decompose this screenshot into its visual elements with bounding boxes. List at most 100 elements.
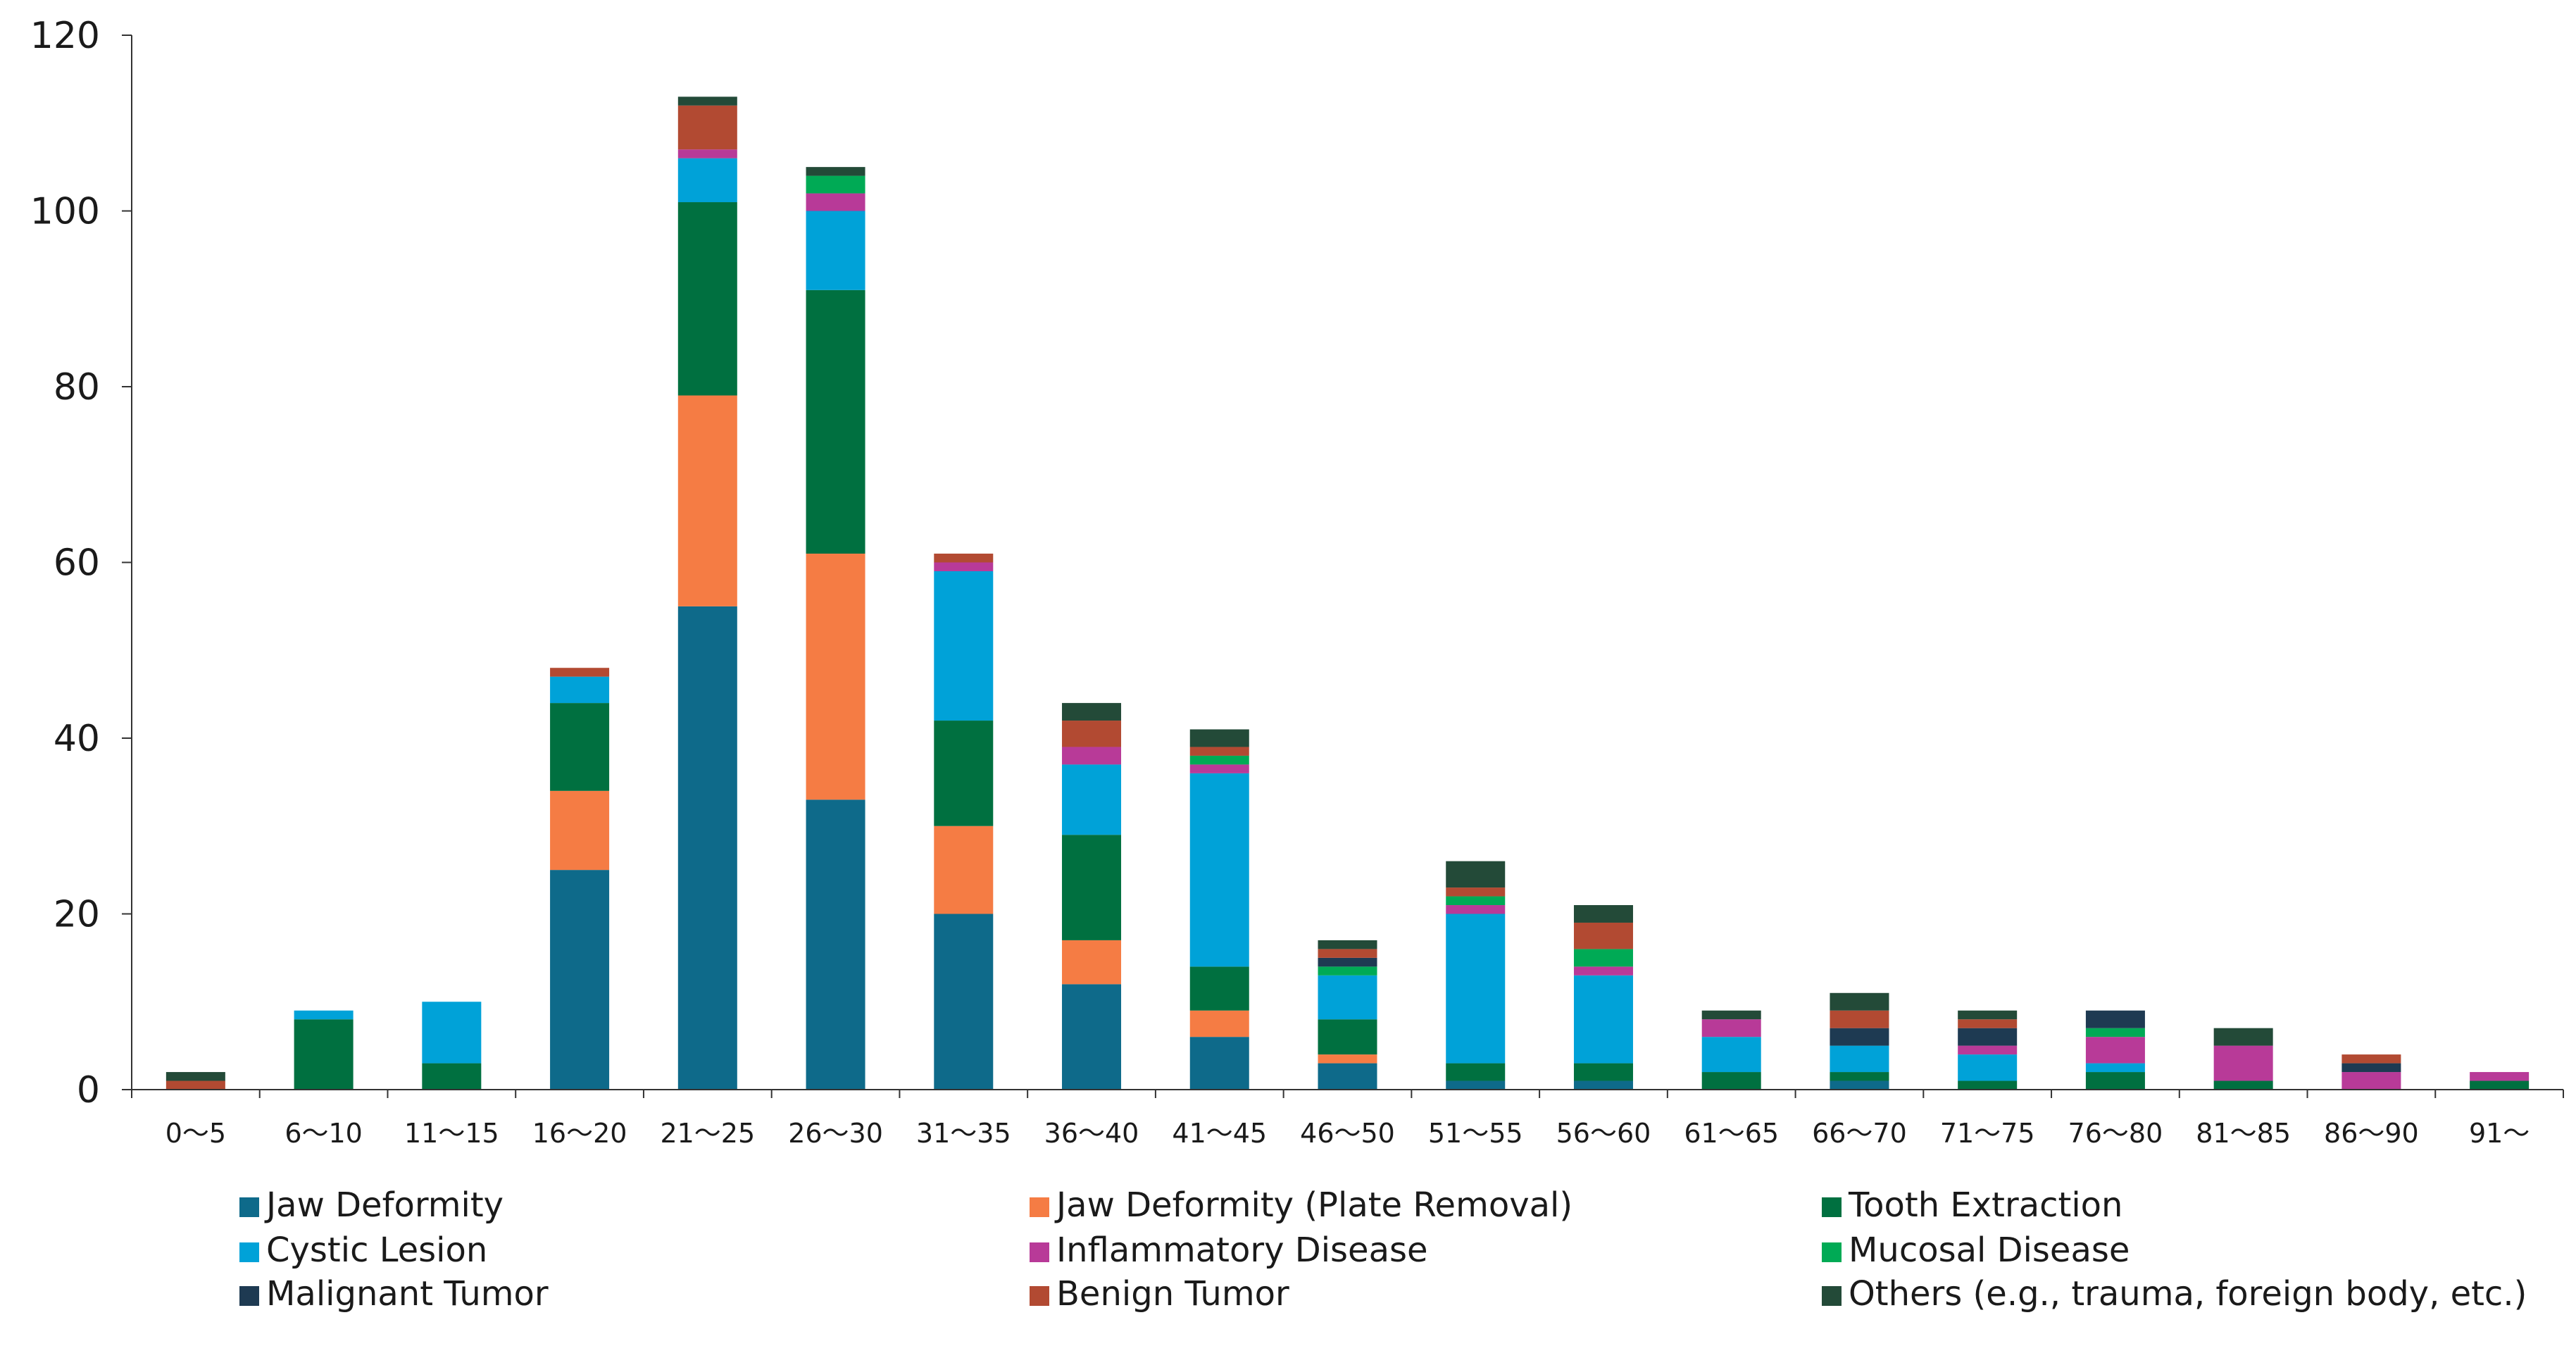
bar-segment-jaw-deformity: 31～35 — Jaw Deformity: 20 (934, 914, 994, 1090)
legend-swatch (1822, 1286, 1842, 1306)
legend-label: Inflammatory Disease (1056, 1230, 1428, 1270)
bar-segment-cystic-lesion: 16～20 — Cystic Lesion: 3 (550, 676, 610, 704)
bar-segment-tooth-extraction: 66～70 — Tooth Extraction: 1 (1830, 1072, 1889, 1081)
bar-segment-tooth-extraction: 51～55 — Tooth Extraction: 2 (1446, 1063, 1506, 1081)
bar-segment-inflammatory-disease: 76～80 — Inflammatory Disease: 3 (2085, 1037, 2145, 1064)
bar-segment-malignant-tumor: 46～50 — Malignant Tumor: 1 (1318, 957, 1377, 967)
y-tick-label: 0 (77, 1069, 100, 1111)
bar-segment-inflammatory-disease: 51～55 — Inflammatory Disease: 1 (1446, 905, 1506, 914)
bar-segment-others-e-g-trauma-foreign-body-etc: 51～55 — Others (e.g., trauma, foreign bo… (1446, 861, 1506, 888)
legend: Jaw Deformity Jaw Deformity (Plate Remova… (239, 1185, 2527, 1314)
bar-segment-benign-tumor: 16～20 — Benign Tumor: 1 (550, 668, 610, 677)
x-tick-label: 0～5 (165, 1118, 226, 1149)
bar-segment-tooth-extraction: 61～65 — Tooth Extraction: 2 (1701, 1072, 1761, 1090)
bar-segment-benign-tumor: 71～75 — Benign Tumor: 1 (1958, 1019, 2018, 1028)
legend-item: Jaw Deformity (239, 1185, 504, 1225)
bar-segment-jaw-deformity-plate-removal: 26～30 — Jaw Deformity (Plate Removal): 2… (806, 554, 865, 800)
bar-segment-inflammatory-disease: 91～ — Inflammatory Disease: 1 (2470, 1072, 2530, 1081)
bar-segment-benign-tumor: 36～40 — Benign Tumor: 3 (1062, 721, 1122, 747)
legend-label: Malignant Tumor (266, 1274, 549, 1314)
legend-swatch (1822, 1197, 1842, 1217)
bar-segment-others-e-g-trauma-foreign-body-etc: 66～70 — Others (e.g., trauma, foreign bo… (1830, 992, 1889, 1011)
legend-label: Jaw Deformity (264, 1185, 504, 1225)
legend-item: Tooth Extraction (1822, 1185, 2122, 1225)
bar-segment-inflammatory-disease: 71～75 — Inflammatory Disease: 1 (1958, 1045, 2018, 1055)
bar-segment-cystic-lesion: 26～30 — Cystic Lesion: 9 (806, 211, 865, 290)
legend-swatch (239, 1242, 259, 1262)
bar-segment-cystic-lesion: 31～35 — Cystic Lesion: 17 (934, 571, 994, 721)
bar-segment-mucosal-disease: 51～55 — Mucosal Disease: 1 (1446, 896, 1506, 906)
bar-segment-tooth-extraction: 41～45 — Tooth Extraction: 5 (1189, 966, 1249, 1011)
x-tick-label: 81～85 (2196, 1118, 2291, 1149)
legend-label: Others (e.g., trauma, foreign body, etc.… (1849, 1274, 2527, 1314)
bar-segment-others-e-g-trauma-foreign-body-etc: 56～60 — Others (e.g., trauma, foreign bo… (1573, 905, 1633, 923)
legend-label: Benign Tumor (1056, 1274, 1289, 1314)
bar-segment-jaw-deformity: 66～70 — Jaw Deformity: 1 (1830, 1080, 1889, 1090)
bar-segment-jaw-deformity: 41～45 — Jaw Deformity: 6 (1189, 1037, 1249, 1090)
bar-segment-jaw-deformity: 16～20 — Jaw Deformity: 25 (550, 870, 610, 1090)
x-tick-label: 76～80 (2068, 1118, 2163, 1149)
bar-segment-tooth-extraction: 36～40 — Tooth Extraction: 12 (1062, 835, 1122, 940)
bar-segment-benign-tumor: 41～45 — Benign Tumor: 1 (1189, 747, 1249, 756)
bar-segment-jaw-deformity-plate-removal: 16～20 — Jaw Deformity (Plate Removal): 9 (550, 790, 610, 871)
bar-segment-others-e-g-trauma-foreign-body-etc: 21～25 — Others (e.g., trauma, foreign bo… (677, 96, 737, 106)
bar-segment-others-e-g-trauma-foreign-body-etc: 71～75 — Others (e.g., trauma, foreign bo… (1958, 1010, 2018, 1020)
bar-segment-mucosal-disease: 46～50 — Mucosal Disease: 1 (1318, 966, 1377, 976)
bar-segment-inflammatory-disease: 86～90 — Inflammatory Disease: 2 (2341, 1072, 2401, 1090)
y-tick-label: 120 (30, 15, 100, 57)
bar-segment-others-e-g-trauma-foreign-body-etc: 61～65 — Others (e.g., trauma, foreign bo… (1701, 1010, 1761, 1020)
legend-item: Malignant Tumor (239, 1274, 549, 1314)
bar-segment-tooth-extraction: 76～80 — Tooth Extraction: 2 (2085, 1072, 2145, 1090)
bar-segment-jaw-deformity: 26～30 — Jaw Deformity: 33 (806, 799, 865, 1090)
bar-segment-cystic-lesion: 36～40 — Cystic Lesion: 8 (1062, 764, 1122, 835)
x-tick-label: 31～35 (916, 1118, 1011, 1149)
legend-item: Cystic Lesion (239, 1230, 487, 1270)
bar-segment-mucosal-disease: 41～45 — Mucosal Disease: 1 (1189, 755, 1249, 765)
legend-item: Inflammatory Disease (1030, 1230, 1428, 1270)
bar-segment-others-e-g-trauma-foreign-body-etc: 81～85 — Others (e.g., trauma, foreign bo… (2213, 1028, 2273, 1046)
bar-segment-benign-tumor: 31～35 — Benign Tumor: 1 (934, 554, 994, 563)
bar-segment-mucosal-disease: 26～30 — Mucosal Disease: 2 (806, 175, 865, 194)
bar-segment-others-e-g-trauma-foreign-body-etc: 46～50 — Others (e.g., trauma, foreign bo… (1318, 940, 1377, 949)
legend-swatch (1822, 1242, 1842, 1262)
bar-segment-tooth-extraction: 31～35 — Tooth Extraction: 12 (934, 721, 994, 826)
bar-segment-cystic-lesion: 21～25 — Cystic Lesion: 5 (677, 158, 737, 203)
bar-segment-inflammatory-disease: 36～40 — Inflammatory Disease: 2 (1062, 747, 1122, 765)
plot-area: 0～5 — Benign Tumor: 10～5 — Others (e.g.,… (165, 96, 2530, 1090)
y-axis: 0 20 40 60 80 100 120 (30, 15, 132, 1111)
bar-segment-tooth-extraction: 11～15 — Tooth Extraction: 3 (422, 1063, 482, 1090)
bar-segment-others-e-g-trauma-foreign-body-etc: 0～5 — Others (e.g., trauma, foreign body… (165, 1072, 225, 1081)
legend-item: Others (e.g., trauma, foreign body, etc.… (1822, 1274, 2527, 1314)
bar-segment-benign-tumor: 21～25 — Benign Tumor: 5 (677, 105, 737, 150)
bar-segment-benign-tumor: 66～70 — Benign Tumor: 2 (1830, 1010, 1889, 1028)
bar-segment-inflammatory-disease: 56～60 — Inflammatory Disease: 1 (1573, 966, 1633, 976)
legend-label: Jaw Deformity (Plate Removal) (1054, 1185, 1573, 1225)
legend-swatch (239, 1286, 259, 1306)
bar-segment-others-e-g-trauma-foreign-body-etc: 36～40 — Others (e.g., trauma, foreign bo… (1062, 703, 1122, 721)
legend-swatch (1030, 1242, 1049, 1262)
bar-segment-others-e-g-trauma-foreign-body-etc: 26～30 — Others (e.g., trauma, foreign bo… (806, 167, 865, 176)
bar-segment-cystic-lesion: 11～15 — Cystic Lesion: 7 (422, 1002, 482, 1064)
x-tick-label: 51～55 (1428, 1118, 1523, 1149)
bar-segment-jaw-deformity-plate-removal: 36～40 — Jaw Deformity (Plate Removal): 5 (1062, 940, 1122, 985)
bar-segment-mucosal-disease: 76～80 — Mucosal Disease: 1 (2085, 1028, 2145, 1037)
bar-segment-inflammatory-disease: 31～35 — Inflammatory Disease: 1 (934, 562, 994, 571)
bar-segment-cystic-lesion: 51～55 — Cystic Lesion: 17 (1446, 914, 1506, 1064)
x-tick-label: 21～25 (660, 1118, 755, 1149)
bar-segment-jaw-deformity: 51～55 — Jaw Deformity: 1 (1446, 1080, 1506, 1090)
bar-segment-benign-tumor: 0～5 — Benign Tumor: 1 (165, 1080, 225, 1090)
bar-segment-cystic-lesion: 56～60 — Cystic Lesion: 10 (1573, 975, 1633, 1064)
bar-segment-malignant-tumor: 76～80 — Malignant Tumor: 2 (2085, 1010, 2145, 1028)
bar-segment-inflammatory-disease: 21～25 — Inflammatory Disease: 1 (677, 149, 737, 158)
bar-segment-benign-tumor: 56～60 — Benign Tumor: 3 (1573, 922, 1633, 949)
y-tick-label: 100 (30, 191, 100, 233)
x-tick-label: 26～30 (788, 1118, 883, 1149)
x-tick-label: 66～70 (1812, 1118, 1907, 1149)
x-tick-label: 56～60 (1556, 1118, 1651, 1149)
legend-label: Tooth Extraction (1848, 1185, 2122, 1225)
bar-segment-cystic-lesion: 71～75 — Cystic Lesion: 3 (1958, 1054, 2018, 1081)
bar-segment-inflammatory-disease: 81～85 — Inflammatory Disease: 4 (2213, 1045, 2273, 1081)
bar-segment-tooth-extraction: 46～50 — Tooth Extraction: 4 (1318, 1019, 1377, 1055)
x-tick-label: 16～20 (532, 1118, 627, 1149)
bar-segment-benign-tumor: 46～50 — Benign Tumor: 1 (1318, 949, 1377, 958)
